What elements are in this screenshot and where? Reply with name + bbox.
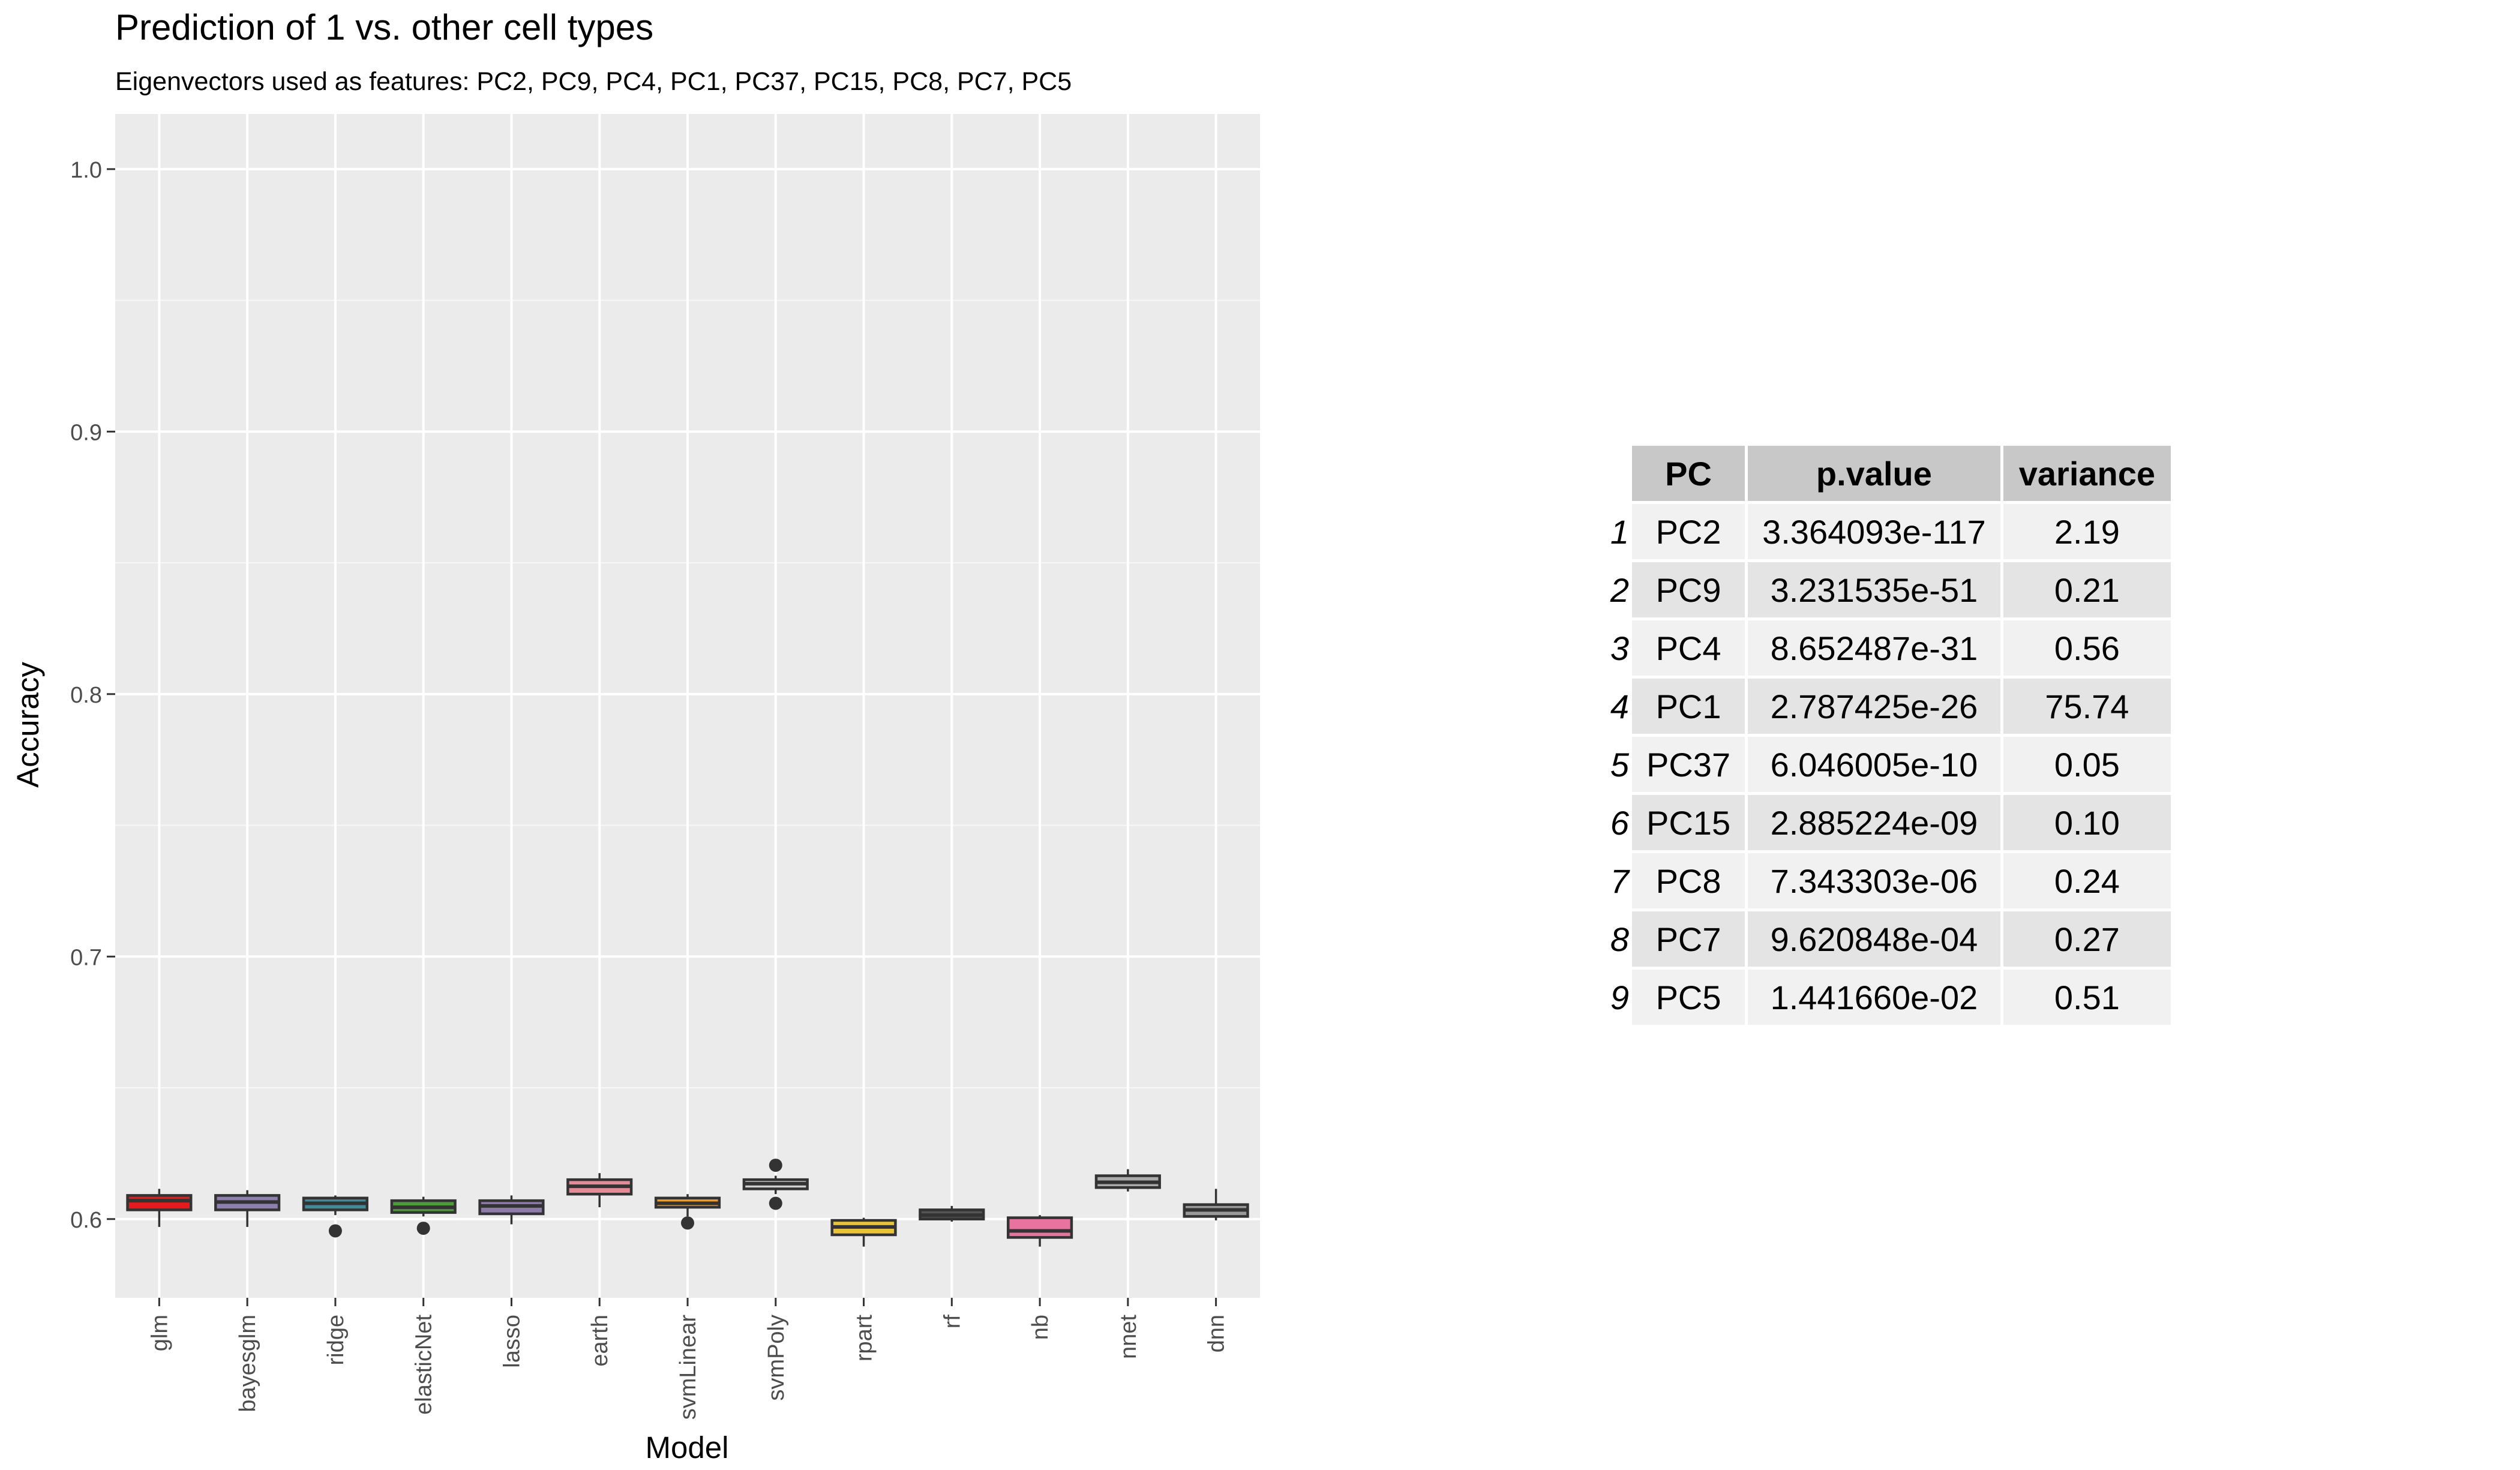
row-name: 8 xyxy=(1610,920,1629,958)
variance-cell: 0.05 xyxy=(2003,737,2171,792)
row-name: 1 xyxy=(1610,512,1629,551)
x-tick-label: svmPoly xyxy=(764,1315,789,1401)
box-ridge xyxy=(302,1195,369,1238)
pc-cell: PC5 xyxy=(1632,970,1745,1025)
x-tick-label: rpart xyxy=(852,1315,877,1362)
x-tick-label: elasticNet xyxy=(412,1315,437,1415)
p-value-cell: 3.364093e-117 xyxy=(1748,504,2000,559)
box-elasticNet xyxy=(390,1196,457,1235)
boxplot-chart: Prediction of 1 vs. other cell types Eig… xyxy=(11,7,1260,1465)
box-svmLinear xyxy=(654,1194,721,1230)
variance-cell: 0.27 xyxy=(2003,911,2171,967)
p-value-cell: 8.652487e-31 xyxy=(1748,620,2000,676)
pc-cell: PC4 xyxy=(1632,620,1745,676)
box-nb xyxy=(1006,1215,1073,1247)
variance-cell: 0.21 xyxy=(2003,562,2171,617)
box-glm xyxy=(126,1189,193,1227)
table-row: 8 PC7 9.620848e-04 0.27 xyxy=(1605,911,2171,967)
x-tick-label: lasso xyxy=(499,1315,524,1368)
table-header-row: PC p.value variance xyxy=(1605,446,2171,501)
box-lasso xyxy=(478,1195,545,1225)
y-tick-label: 0.6 xyxy=(70,1208,102,1233)
column-header-pc: PC xyxy=(1632,446,1745,501)
table-row: 6 PC15 2.885224e-09 0.10 xyxy=(1605,795,2171,850)
plot-panel xyxy=(115,114,1260,1298)
table-row: 5 PC37 6.046005e-10 0.05 xyxy=(1605,737,2171,792)
x-tick-label: bayesglm xyxy=(235,1315,260,1412)
p-value-cell: 2.787425e-26 xyxy=(1748,679,2000,734)
row-name: 9 xyxy=(1610,978,1629,1016)
pc-cell: PC37 xyxy=(1632,737,1745,792)
pc-cell: PC2 xyxy=(1632,504,1745,559)
table-row: 3 PC4 8.652487e-31 0.56 xyxy=(1605,620,2171,676)
p-value-cell: 6.046005e-10 xyxy=(1748,737,2000,792)
p-value-cell: 1.441660e-02 xyxy=(1748,970,2000,1025)
table-row: 1 PC2 3.364093e-117 2.19 xyxy=(1605,504,2171,559)
chart-title: Prediction of 1 vs. other cell types xyxy=(115,7,653,47)
variance-cell: 0.24 xyxy=(2003,853,2171,908)
table-corner xyxy=(1605,446,1629,501)
y-tick-label: 0.7 xyxy=(70,945,102,970)
box-earth xyxy=(566,1173,633,1208)
variance-cell: 0.10 xyxy=(2003,795,2171,850)
row-name: 3 xyxy=(1610,629,1629,667)
outlier-point xyxy=(769,1196,782,1210)
box-svmPoly xyxy=(742,1159,809,1210)
x-axis-title: Model xyxy=(646,1430,729,1465)
box-body xyxy=(126,1194,193,1211)
x-tick-label: glm xyxy=(147,1315,172,1351)
row-name: 7 xyxy=(1610,862,1629,900)
box-rf xyxy=(919,1205,985,1222)
table-row: 4 PC1 2.787425e-26 75.74 xyxy=(1605,679,2171,734)
box-bayesglm xyxy=(214,1190,281,1227)
pc-cell: PC7 xyxy=(1632,911,1745,967)
variance-cell: 75.74 xyxy=(2003,679,2171,734)
row-name: 2 xyxy=(1610,571,1629,609)
outlier-point xyxy=(681,1216,694,1230)
pc-cell: PC1 xyxy=(1632,679,1745,734)
p-value-cell: 9.620848e-04 xyxy=(1748,911,2000,967)
x-tick-label: rf xyxy=(940,1315,965,1329)
column-header-p-value: p.value xyxy=(1748,446,2000,501)
outlier-point xyxy=(328,1224,342,1238)
y-tick-label: 0.9 xyxy=(70,420,102,445)
box-body xyxy=(1006,1216,1073,1239)
p-value-cell: 2.885224e-09 xyxy=(1748,795,2000,850)
outlier-point xyxy=(416,1222,430,1235)
row-name: 5 xyxy=(1610,745,1629,784)
x-tick-label: ridge xyxy=(323,1315,349,1366)
x-tick-label: earth xyxy=(587,1315,613,1367)
pc-table: PC p.value variance 1 PC2 3.364093e-117 … xyxy=(1602,443,2174,1028)
y-axis-title: Accuracy xyxy=(11,662,45,788)
p-value-cell: 7.343303e-06 xyxy=(1748,853,2000,908)
variance-cell: 0.51 xyxy=(2003,970,2171,1025)
chart-subtitle: Eigenvectors used as features: PC2, PC9,… xyxy=(115,67,1072,96)
x-tick-label: nb xyxy=(1028,1315,1053,1340)
y-tick-label: 1.0 xyxy=(70,158,102,183)
table-row: 9 PC5 1.441660e-02 0.51 xyxy=(1605,970,2171,1025)
x-tick-label: svmLinear xyxy=(676,1315,701,1420)
pc-table-container: PC p.value variance 1 PC2 3.364093e-117 … xyxy=(1602,443,2174,1028)
pc-cell: PC8 xyxy=(1632,853,1745,908)
x-tick-label: nnet xyxy=(1116,1315,1141,1359)
table-row: 2 PC9 3.231535e-51 0.21 xyxy=(1605,562,2171,617)
box-rpart xyxy=(830,1217,897,1247)
chart-canvas: Prediction of 1 vs. other cell types Eig… xyxy=(11,7,1260,1465)
box-dnn xyxy=(1183,1189,1249,1220)
pc-cell: PC9 xyxy=(1632,562,1745,617)
variance-cell: 2.19 xyxy=(2003,504,2171,559)
pc-cell: PC15 xyxy=(1632,795,1745,850)
row-name: 4 xyxy=(1610,687,1629,725)
outlier-point xyxy=(769,1159,782,1172)
box-nnet xyxy=(1094,1169,1161,1192)
p-value-cell: 3.231535e-51 xyxy=(1748,562,2000,617)
row-name: 6 xyxy=(1610,803,1629,842)
y-tick-label: 0.8 xyxy=(70,683,102,708)
column-header-variance: variance xyxy=(2003,446,2171,501)
table-row: 7 PC8 7.343303e-06 0.24 xyxy=(1605,853,2171,908)
x-tick-label: dnn xyxy=(1204,1315,1229,1352)
variance-cell: 0.56 xyxy=(2003,620,2171,676)
